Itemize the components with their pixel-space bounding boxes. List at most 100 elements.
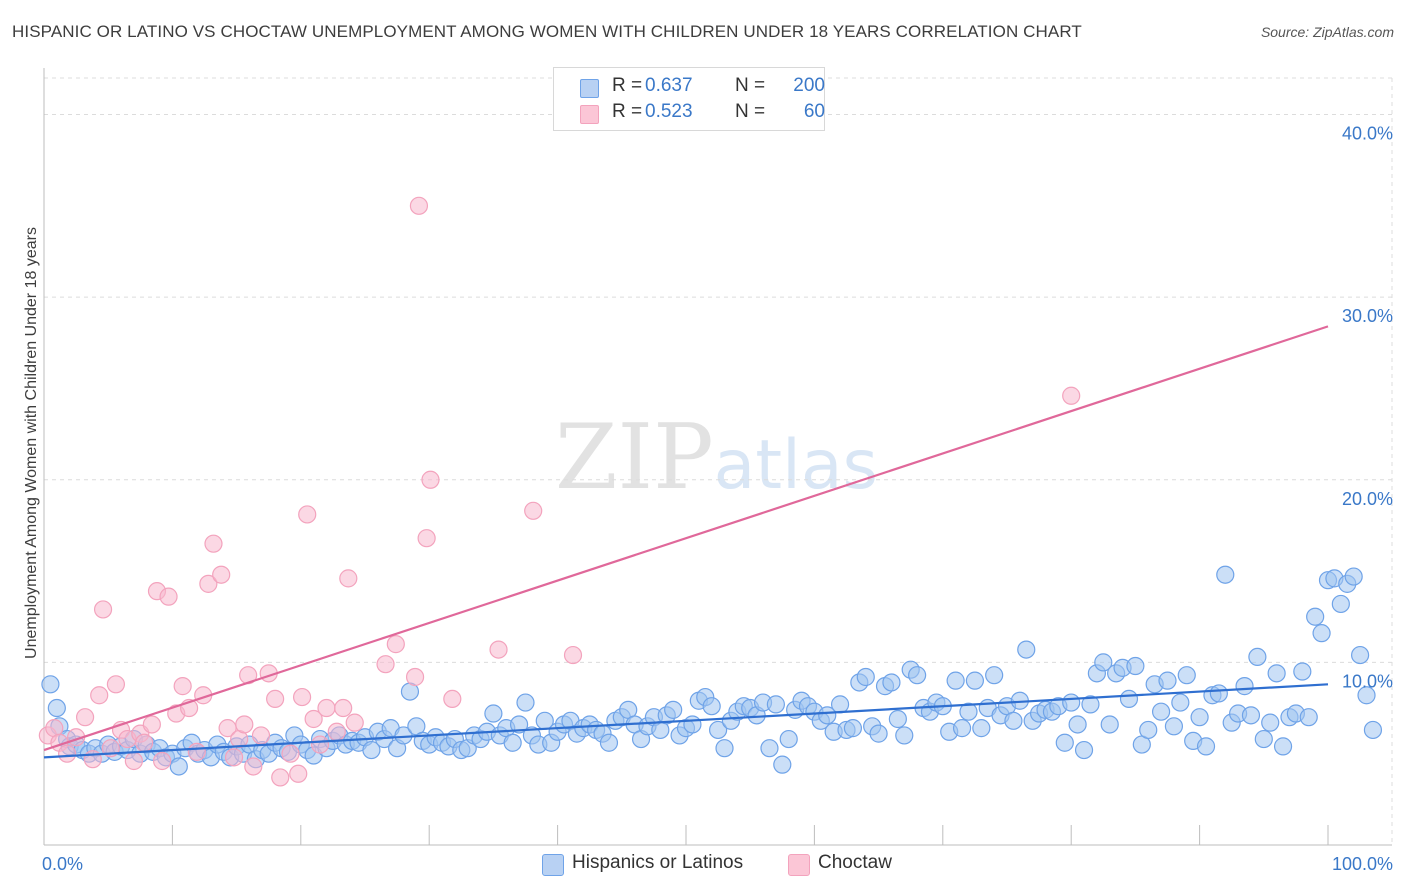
hispanics-point — [1164, 717, 1184, 736]
hispanics-point — [1081, 695, 1100, 714]
hispanics-point — [47, 698, 66, 718]
hispanics-point — [856, 667, 875, 687]
hispanics-point — [1139, 720, 1158, 740]
chart-source: Source: ZipAtlas.com — [1260, 24, 1394, 40]
legend-label-choctaw: Choctaw — [818, 852, 892, 873]
choctaw-point — [173, 677, 192, 696]
hispanics-point — [1293, 662, 1312, 681]
choctaw-point — [1062, 386, 1081, 405]
series-choctaw-points — [38, 196, 1081, 787]
choctaw-point — [204, 534, 223, 553]
choctaw-point — [58, 744, 77, 763]
hispanics-point — [516, 693, 535, 712]
legend-r-value-choctaw: 0.523 — [645, 101, 693, 122]
hispanics-point — [1235, 677, 1254, 696]
legend-n-value-choctaw: 60 — [803, 101, 825, 122]
hispanics-point — [169, 757, 188, 776]
hispanics-point — [1004, 711, 1023, 730]
hispanics-point — [683, 715, 702, 734]
hispanics-point — [1100, 715, 1119, 734]
choctaw-point — [376, 655, 395, 674]
legend-n-label: N = — [735, 101, 766, 122]
hispanics-point — [664, 700, 683, 719]
legend-swatch-choctaw — [580, 105, 599, 124]
hispanics-point — [708, 720, 728, 740]
hispanics-point — [1068, 715, 1087, 734]
legend-r-label: R = — [612, 75, 643, 96]
choctaw-point — [327, 722, 346, 741]
hispanics-point — [1119, 689, 1139, 709]
hispanics-point — [1357, 686, 1376, 705]
hispanics-point — [946, 671, 965, 690]
choctaw-point — [235, 715, 254, 734]
hispanics-point — [1158, 671, 1177, 690]
choctaw-point — [93, 600, 113, 619]
series-legend: Hispanics or Latinos Choctaw — [0, 852, 1406, 878]
choctaw-point — [244, 757, 263, 776]
hispanics-point — [1350, 645, 1370, 665]
choctaw-point — [339, 569, 358, 588]
choctaw-point — [135, 733, 154, 752]
choctaw-point — [266, 689, 285, 709]
hispanics-point — [1151, 702, 1171, 721]
hispanics-point — [1254, 729, 1273, 749]
choctaw-point — [524, 501, 543, 520]
hispanics-point — [1171, 693, 1190, 712]
hispanics-point — [985, 666, 1004, 685]
choctaw-point — [417, 529, 436, 548]
hispanics-point — [715, 739, 734, 758]
hispanics-point — [773, 755, 792, 774]
hispanics-point — [1344, 567, 1363, 586]
choctaw-point — [251, 726, 271, 745]
legend-r-value-hispanics: 0.637 — [645, 75, 693, 96]
y-tick-label: 30.0% — [1342, 306, 1393, 326]
choctaw-point — [317, 698, 336, 718]
hispanics-point — [760, 739, 779, 758]
hispanics-point — [509, 715, 529, 734]
hispanics-point — [843, 719, 863, 738]
hispanics-point — [1273, 737, 1293, 756]
hispanics-point — [1331, 594, 1350, 614]
choctaw-point — [421, 470, 440, 489]
choctaw-point — [106, 675, 126, 694]
hispanics-point — [779, 729, 798, 749]
hispanics-point — [818, 706, 837, 725]
hispanics-point — [766, 695, 785, 714]
legend-label-hispanics: Hispanics or Latinos — [572, 852, 744, 873]
legend-n-value-hispanics: 200 — [793, 75, 825, 96]
hispanics-point — [882, 673, 901, 692]
x-tick-label: 0.0% — [42, 854, 83, 874]
hispanics-point — [888, 709, 907, 729]
hispanics-point — [1062, 693, 1081, 712]
axes — [43, 68, 1392, 846]
hispanics-point — [702, 697, 721, 716]
hispanics-point — [503, 733, 522, 752]
choctaw-point — [310, 735, 330, 754]
hispanics-point — [972, 719, 991, 738]
legend-r-label: R = — [612, 101, 643, 122]
choctaw-point — [345, 713, 364, 732]
hispanics-point — [952, 719, 972, 738]
choctaw-point — [405, 667, 425, 687]
legend-swatch-hispanics — [580, 79, 599, 98]
y-tick-label: 40.0% — [1342, 124, 1393, 144]
hispanics-point — [908, 666, 927, 685]
choctaw-point — [443, 689, 462, 709]
tick-labels: 10.0% 20.0% 30.0% 40.0% 0.0% 100.0% — [42, 124, 1393, 874]
legend-swatch-hispanics — [542, 854, 564, 876]
legend-n-label: N = — [735, 75, 766, 96]
hispanics-point — [869, 724, 888, 743]
choctaw-point — [187, 742, 206, 761]
x-tick-label: 100.0% — [1332, 854, 1393, 874]
choctaw-point — [153, 751, 172, 771]
chart-title: HISPANIC OR LATINO VS CHOCTAW UNEMPLOYME… — [12, 22, 1082, 41]
hispanics-point — [599, 733, 619, 752]
hispanics-point — [1241, 706, 1261, 725]
hispanics-point — [1094, 653, 1113, 672]
hispanics-point — [1312, 624, 1331, 643]
choctaw-point — [292, 687, 312, 707]
hispanics-point — [1299, 708, 1318, 727]
choctaw-point — [304, 709, 323, 729]
choctaw-point — [289, 764, 308, 783]
hispanics-point — [965, 671, 985, 690]
